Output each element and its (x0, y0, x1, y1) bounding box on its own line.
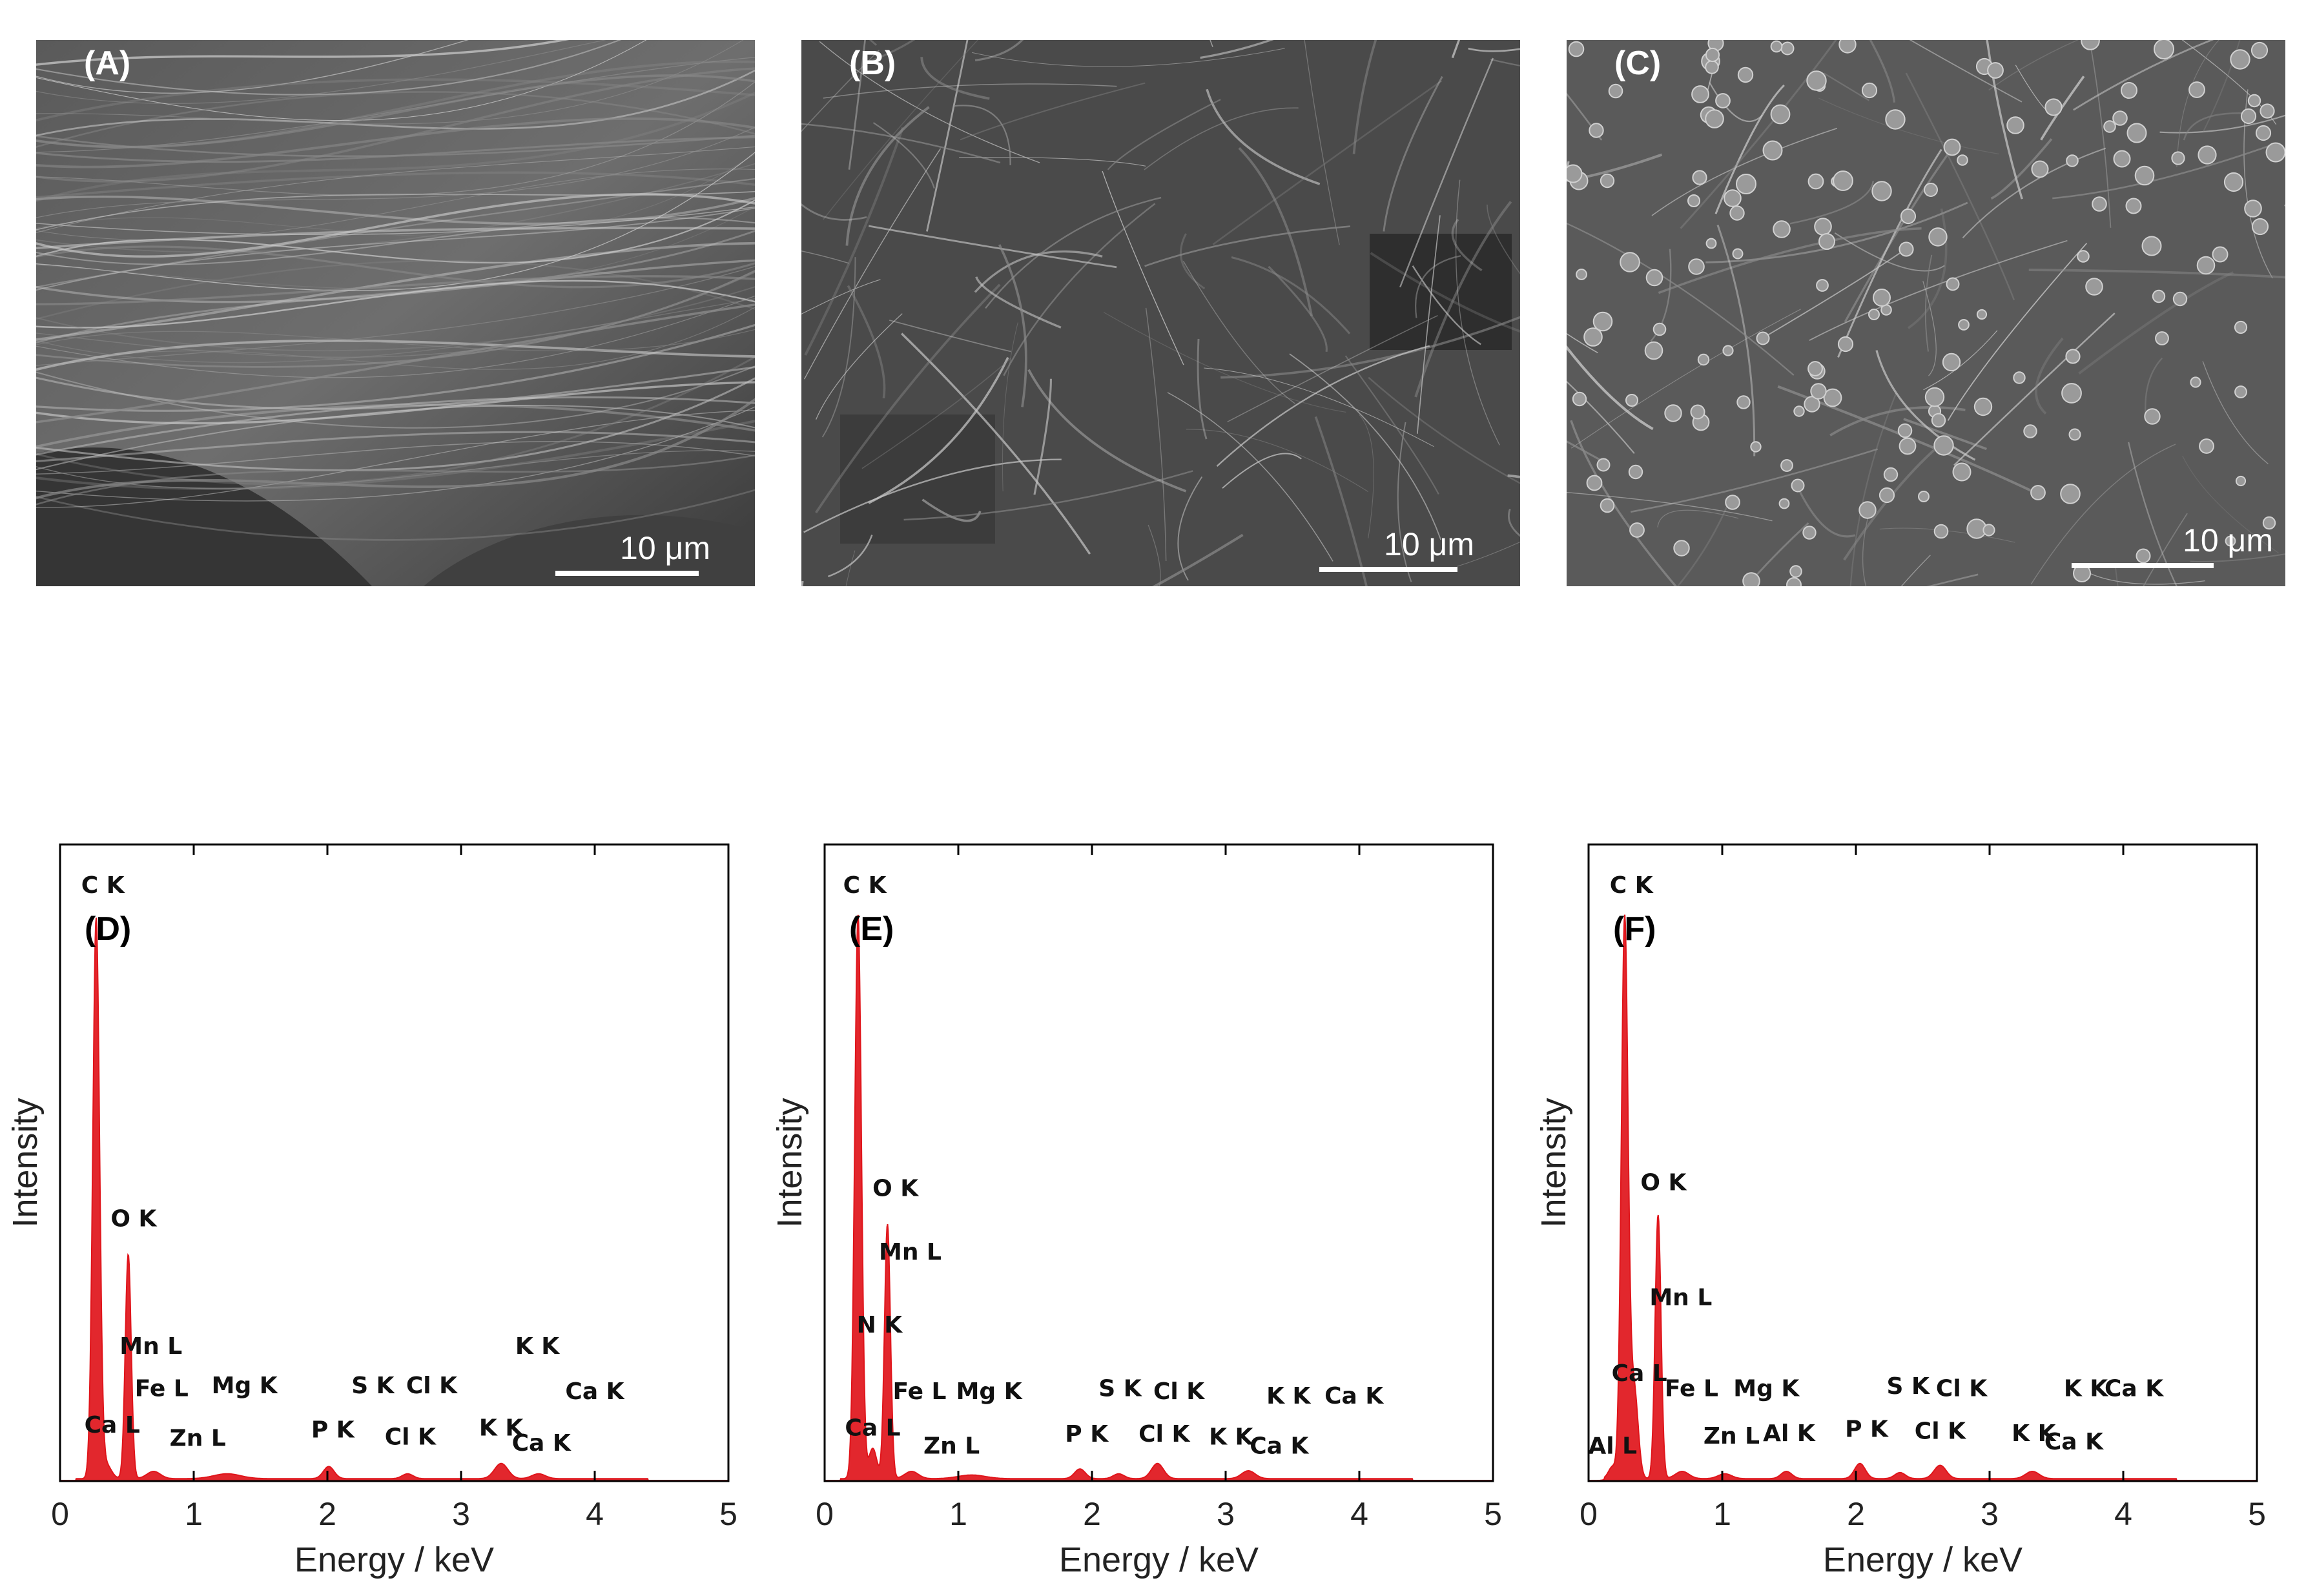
peak-label: Mg K (956, 1378, 1023, 1405)
peak-label: O K (1640, 1169, 1687, 1196)
peak-label: K K (2012, 1420, 2056, 1447)
peak-label: Al L (1588, 1433, 1637, 1460)
x-tick-label: 0 (51, 1496, 69, 1532)
panel-label: (F) (1613, 910, 1656, 948)
sem-image-c (1567, 40, 2285, 586)
peak-label: S K (351, 1373, 395, 1399)
peak-label: O K (872, 1176, 919, 1202)
peak-label: Zn L (923, 1433, 980, 1460)
scale-bar-label-c: 10 μm (2183, 522, 2273, 558)
peak-label: Mg K (212, 1373, 278, 1399)
y-axis-label: Intensity (770, 1098, 809, 1227)
y-axis-label: Intensity (1534, 1098, 1573, 1227)
sem-image-b (801, 40, 1520, 586)
panel-label: (E) (849, 910, 894, 948)
plot-frame-1 (823, 843, 1494, 1482)
x-tick-label: 1 (949, 1496, 967, 1532)
peak-label: Mn L (879, 1239, 942, 1265)
x-axis-label: Energy / keV (1823, 1540, 2023, 1579)
plot-frame-0 (59, 843, 730, 1482)
spectrum-series-0 (59, 917, 729, 1482)
peak-label: Cl K (385, 1424, 437, 1451)
peak-label: Cl K (1936, 1376, 1988, 1402)
peak-label: Zn L (170, 1426, 226, 1452)
peak-label: Ca L (1612, 1360, 1667, 1387)
panel-label: (D) (85, 910, 131, 948)
peak-label: K K (1209, 1424, 1253, 1451)
peak-label: K K (2064, 1376, 2108, 1402)
x-axis-label: Energy / keV (294, 1540, 494, 1579)
panel-label-b: (B) (849, 45, 896, 82)
x-axis-label: Energy / keV (1059, 1540, 1259, 1579)
peak-label: Fe L (135, 1376, 189, 1402)
panel-label-c: (C) (1614, 45, 1662, 82)
peak-label: N K (857, 1312, 903, 1338)
plot-frame-2 (1587, 843, 2258, 1482)
peak-label: K K (1266, 1383, 1311, 1409)
sem-panel-b: (B) 10 μm (801, 40, 1520, 586)
peak-label: Cl K (1138, 1421, 1190, 1448)
x-tick-label: 4 (2114, 1496, 2132, 1532)
scale-bar-c (2072, 563, 2214, 568)
peak-label: S K (1098, 1376, 1142, 1402)
scale-bar-label-a: 10 μm (620, 530, 710, 566)
peak-label: Ca K (2044, 1429, 2104, 1455)
peak-label: Ca L (85, 1412, 140, 1438)
peak-label: C K (843, 872, 887, 899)
x-tick-label: 0 (816, 1496, 834, 1532)
peak-label: Fe L (1665, 1376, 1718, 1402)
peak-label: O K (110, 1206, 157, 1233)
peak-label: Cl K (1153, 1378, 1205, 1405)
peak-label: K K (515, 1333, 560, 1360)
peak-label: Fe L (892, 1378, 946, 1405)
x-tick-label: 3 (452, 1496, 470, 1532)
scale-bar-b (1319, 567, 1457, 572)
x-tick-label: 4 (586, 1496, 604, 1532)
peak-label: Ca K (1324, 1383, 1384, 1409)
x-tick-label: 5 (1484, 1496, 1502, 1532)
sem-image-a (36, 40, 755, 586)
spectrum-series-1 (824, 914, 1494, 1482)
spectrum-series-2 (1588, 914, 2258, 1482)
x-tick-label: 1 (1713, 1496, 1731, 1532)
scale-bar-label-b: 10 μm (1384, 526, 1474, 562)
sem-panel-c: (C) 10 μm (1567, 40, 2285, 586)
x-tick-label: 4 (1350, 1496, 1368, 1532)
peak-label: S K (1887, 1373, 1930, 1400)
peak-label: C K (1610, 872, 1654, 899)
x-tick-label: 3 (1217, 1496, 1235, 1532)
peak-label: Ca K (2105, 1376, 2164, 1402)
peak-label: Zn L (1704, 1423, 1760, 1449)
peak-label: Ca K (1250, 1433, 1309, 1460)
sem-panel-a: (A) 10 μm (36, 40, 755, 586)
peak-label: Mg K (1733, 1376, 1800, 1402)
peak-label: Cl K (406, 1373, 458, 1399)
x-tick-label: 5 (719, 1496, 737, 1532)
peak-label: Al K (1763, 1420, 1816, 1447)
peak-label: P K (1065, 1421, 1109, 1448)
y-axis-label: Intensity (6, 1098, 45, 1227)
panel-label-a: (A) (84, 45, 131, 82)
peak-label: Ca K (512, 1430, 571, 1457)
peak-label: Ca K (565, 1378, 624, 1405)
peak-label: Mn L (119, 1333, 182, 1360)
peak-label: P K (1845, 1416, 1889, 1442)
peak-label: Ca L (845, 1415, 900, 1442)
scale-bar-a (555, 571, 699, 576)
x-tick-label: 3 (1981, 1496, 1999, 1532)
x-tick-label: 5 (2248, 1496, 2266, 1532)
x-tick-label: 2 (1847, 1496, 1865, 1532)
x-tick-label: 1 (185, 1496, 203, 1532)
peak-label: Mn L (1649, 1285, 1712, 1311)
peak-label: P K (311, 1417, 355, 1443)
peak-label: Cl K (1915, 1418, 1966, 1444)
x-tick-label: 2 (1083, 1496, 1101, 1532)
x-tick-label: 2 (318, 1496, 336, 1532)
x-tick-label: 0 (1580, 1496, 1598, 1532)
peak-label: K K (479, 1415, 524, 1442)
peak-label: C K (81, 872, 125, 899)
